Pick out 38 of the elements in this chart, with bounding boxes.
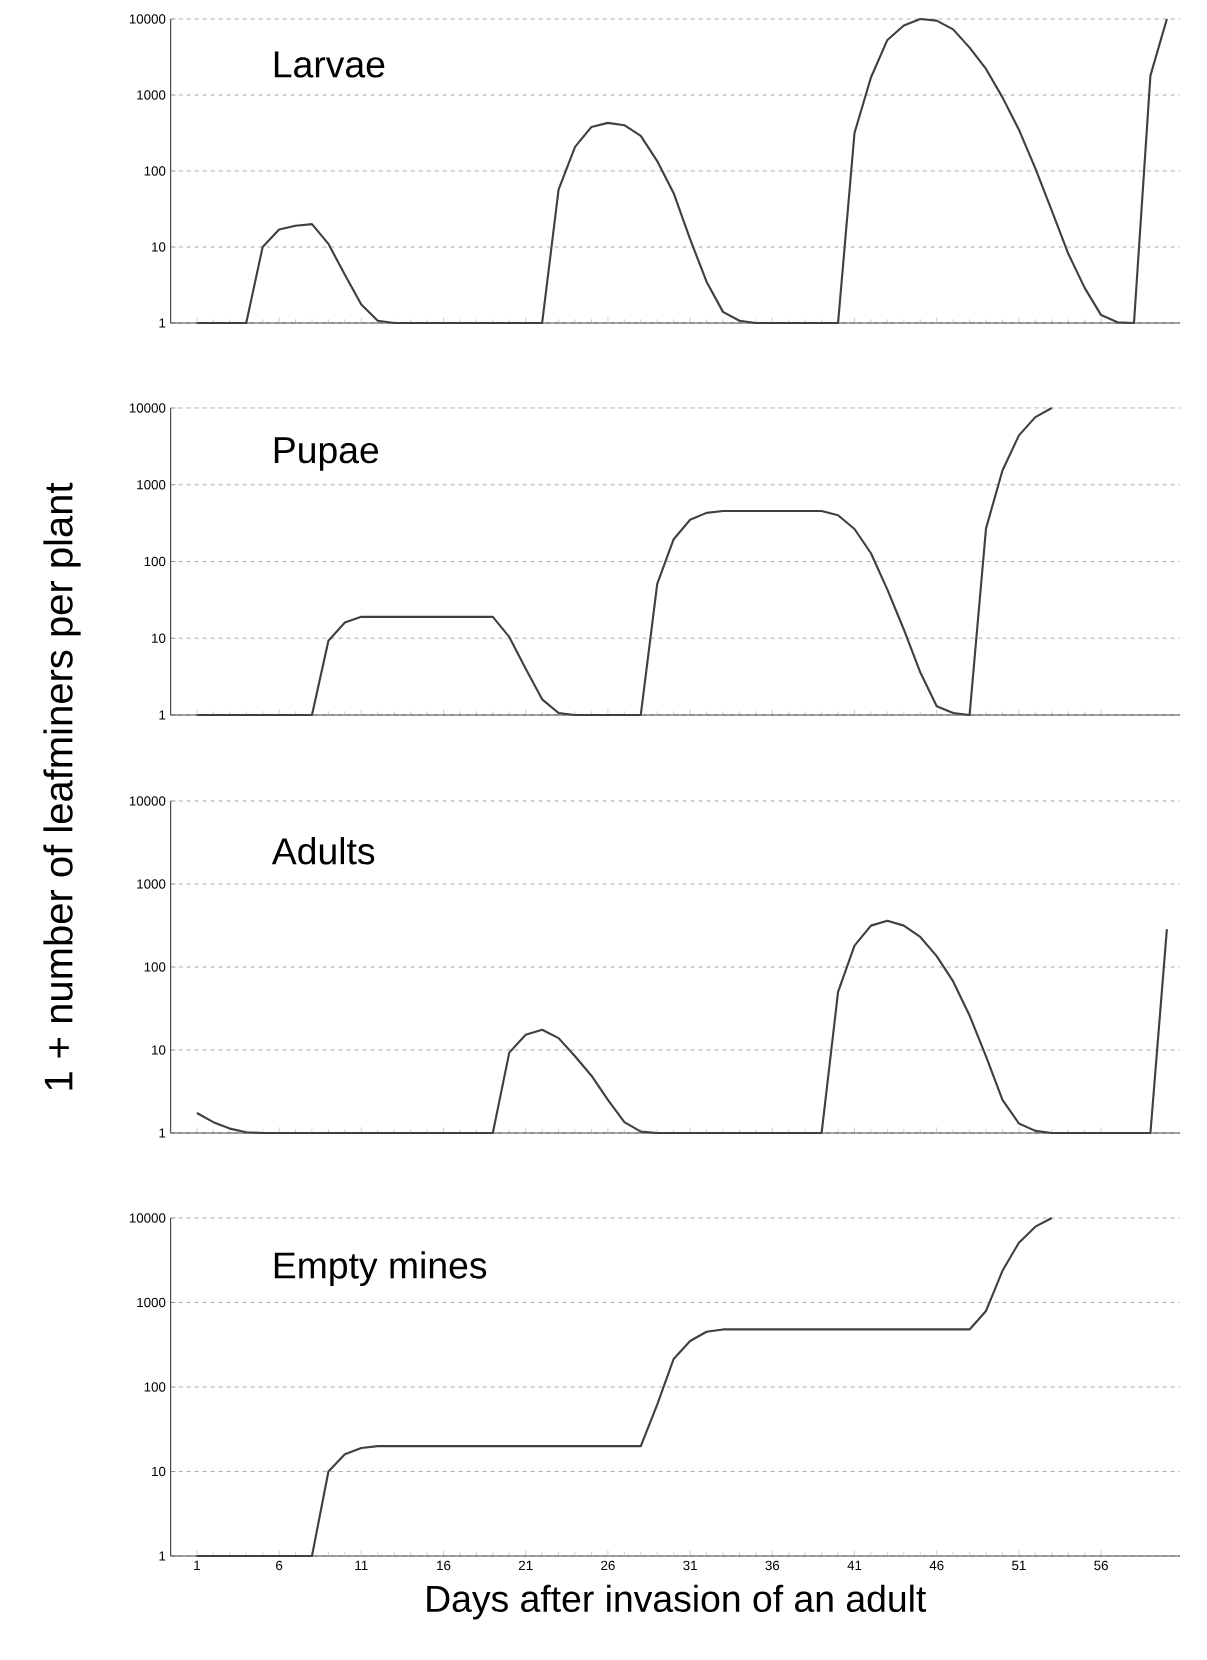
y-tick-label: 10000 [129,403,166,413]
y-tick-label: 100 [144,1382,166,1392]
x-tick-label: 36 [765,1560,780,1571]
x-tick-label: 21 [518,1560,533,1571]
x-tick-label: 26 [601,1560,615,1571]
x-tick-label: 31 [683,1560,697,1571]
y-tick-label: 1000 [137,90,166,100]
y-tick-label: 100 [144,166,166,176]
y-tick-label: 1000 [137,1297,166,1308]
x-tick-label: 11 [355,1560,368,1570]
y-tick-label: 10000 [129,14,166,24]
y-tick-label: 10 [152,1045,166,1055]
x-tick-label: 41 [847,1560,862,1570]
y-tick-label: 10000 [129,1213,166,1223]
y-tick-label: 10000 [129,796,166,806]
x-tick-label: 16 [437,1560,451,1571]
x-tick-label: 56 [1094,1560,1108,1571]
text: Larvae [274,51,385,78]
x-axis-title: Days after invasion of an adult [427,1584,927,1620]
y-tick-label: 10 [152,242,166,252]
y-axis-title: 1 + number of leafminers per plant [43,482,81,1090]
y-tick-label: 1000 [137,879,166,889]
text: Empty mines [274,1251,487,1287]
x-tick-label: 51 [1012,1560,1026,1571]
y-tick-label: 10 [152,633,166,643]
y-tick-label: 1 [159,318,166,328]
x-tick-label: 46 [929,1560,944,1571]
y-tick-label: 1000 [137,480,166,490]
y-tick-label: 10 [152,1466,166,1477]
y-tick-label: 1 [159,1551,166,1561]
x-tick-label: 6 [276,1560,283,1571]
text: Adults [271,837,375,865]
x-tick-label: 1 [194,1560,200,1570]
y-tick-label: 100 [144,962,166,972]
text: Pupae [274,437,379,471]
y-tick-label: 1 [159,1128,166,1138]
y-tick-label: 100 [144,556,166,567]
y-tick-label: 1 [159,710,166,720]
